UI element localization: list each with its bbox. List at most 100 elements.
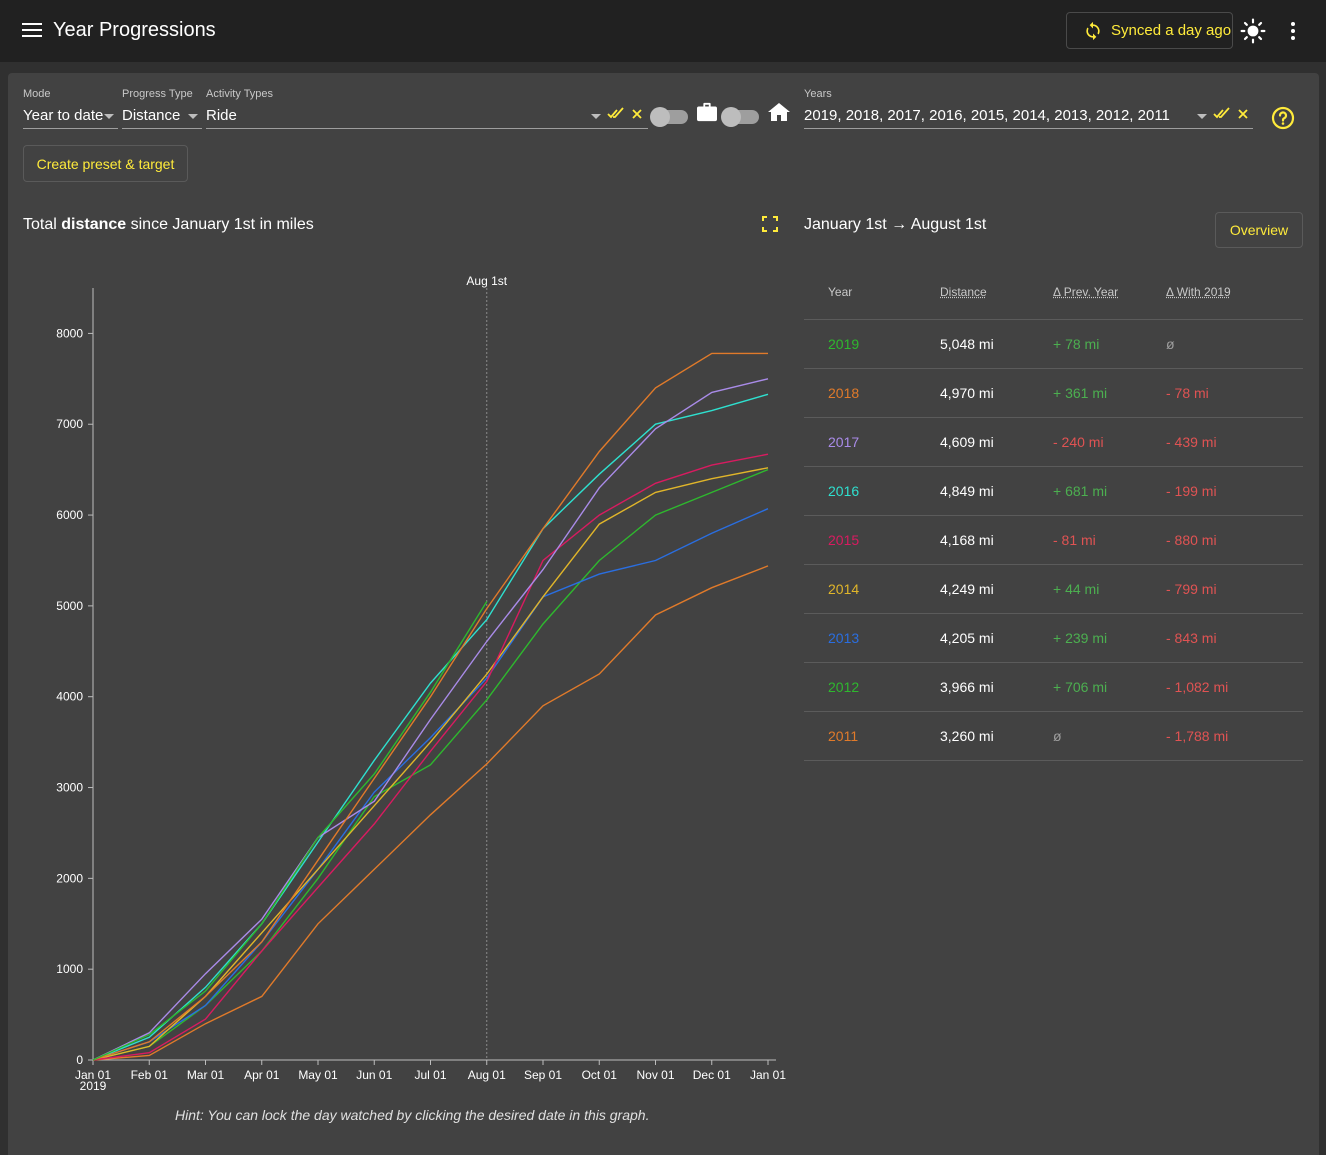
main-card [8, 73, 1319, 1155]
y-tick-label: 0 [76, 1053, 83, 1067]
with-2019-cell: - 78 mi [1166, 385, 1209, 401]
theme-toggle-icon[interactable] [1240, 18, 1266, 44]
series-line-2018 [92, 352, 768, 1061]
years-value: 2019, 2018, 2017, 2016, 2015, 2014, 2013… [804, 107, 1170, 124]
header-distance[interactable]: Distance [940, 285, 987, 299]
prev-year-cell: + 44 mi [1053, 581, 1100, 597]
mode-label: Mode [23, 88, 51, 100]
series-line-2013 [92, 508, 769, 1061]
chevron-down-icon [591, 114, 601, 119]
prev-year-cell: + 361 mi [1053, 385, 1108, 401]
distance-cell: 4,609 mi [940, 434, 994, 450]
distance-cell: 3,260 mi [940, 728, 994, 744]
table-row: 2019 5,048 mi + 78 mi ø [804, 320, 1303, 369]
x-tick-sublabel: 2019 [80, 1079, 107, 1093]
with-2019-cell: - 843 mi [1166, 630, 1217, 646]
x-tick-label: Jul 01 [414, 1068, 446, 1082]
clear-years-icon[interactable] [1237, 108, 1249, 120]
select-all-icon[interactable] [607, 107, 625, 121]
y-tick-label: 6000 [56, 508, 83, 522]
briefcase-icon [697, 102, 717, 122]
more-vert-icon[interactable] [1288, 20, 1298, 42]
prev-year-cell: - 81 mi [1053, 532, 1096, 548]
table-row: 2016 4,849 mi + 681 mi - 199 mi [804, 467, 1303, 516]
years-label: Years [804, 88, 832, 100]
table-header-row: Year Distance Δ Prev. Year Δ With 2019 [804, 270, 1303, 320]
y-tick-label: 2000 [56, 871, 83, 885]
range-title: January 1st → August 1st [804, 216, 987, 233]
year-cell: 2018 [828, 385, 860, 401]
overview-button[interactable]: Overview [1215, 212, 1303, 248]
chevron-down-icon [188, 114, 198, 119]
select-all-years-icon[interactable] [1213, 107, 1231, 121]
prev-year-cell: + 78 mi [1053, 336, 1100, 352]
marker-label: Aug 1st [466, 274, 507, 288]
progression-chart[interactable]: 0 1000 2000 3000 4000 5000 6000 7000 8000 Jan 01 F… [40, 270, 800, 1100]
header-with-2019[interactable]: Δ With 2019 [1166, 285, 1231, 299]
mode-value: Year to date [23, 107, 104, 124]
prev-year-cell: + 239 mi [1053, 630, 1108, 646]
distance-cell: 4,849 mi [940, 483, 994, 499]
prev-year-cell: + 681 mi [1053, 483, 1108, 499]
header-prev-year[interactable]: Δ Prev. Year [1053, 285, 1119, 299]
x-tick-label: Dec 01 [693, 1068, 731, 1082]
help-icon[interactable] [1271, 106, 1295, 130]
table-row: 2015 4,168 mi - 81 mi - 880 mi [804, 516, 1303, 565]
series-line-2017 [92, 378, 769, 1061]
with-2019-cell: - 880 mi [1166, 532, 1217, 548]
page-title: Year Progressions [53, 19, 216, 41]
chevron-down-icon [1197, 114, 1207, 119]
table-row: 2012 3,966 mi + 706 mi - 1,082 mi [804, 663, 1303, 712]
x-tick-label: Jun 01 [356, 1068, 392, 1082]
x-tick-label: Aug 01 [468, 1068, 506, 1082]
create-preset-button[interactable]: Create preset & target [23, 145, 188, 182]
fullscreen-icon[interactable] [762, 216, 778, 232]
x-tick-label: Jan 01 [750, 1068, 786, 1082]
x-tick-label: Oct 01 [582, 1068, 618, 1082]
progress-type-label: Progress Type [122, 88, 193, 100]
x-tick-label: Jan 01 [75, 1068, 111, 1082]
y-tick-label: 3000 [56, 781, 83, 795]
y-tick-label: 8000 [56, 326, 83, 340]
distance-cell: 4,168 mi [940, 532, 994, 548]
stats-table: Year Distance Δ Prev. Year Δ With 2019 2… [804, 270, 1303, 761]
y-tick-label: 4000 [56, 690, 83, 704]
distance-cell: 4,205 mi [940, 630, 994, 646]
year-cell: 2013 [828, 630, 860, 646]
distance-cell: 4,249 mi [940, 581, 994, 597]
x-tick-label: Nov 01 [636, 1068, 674, 1082]
year-cell: 2016 [828, 483, 860, 499]
with-2019-cell: - 199 mi [1166, 483, 1217, 499]
table-row: 2017 4,609 mi - 240 mi - 439 mi [804, 418, 1303, 467]
with-2019-cell: - 439 mi [1166, 434, 1217, 450]
x-tick-label: May 01 [298, 1068, 338, 1082]
clear-icon[interactable] [631, 108, 643, 120]
app-bar: Year Progressions Synced a day ago [0, 0, 1326, 62]
sync-label: Synced a day ago [1111, 22, 1232, 39]
with-2019-cell: - 1,082 mi [1166, 679, 1229, 695]
chart-title: Total distance since January 1st in mile… [23, 216, 314, 233]
sync-icon [1086, 21, 1100, 40]
home-trainer-toggle[interactable] [721, 107, 759, 127]
table-row: 2011 3,260 mi ø - 1,788 mi [804, 712, 1303, 761]
year-cell: 2015 [828, 532, 860, 548]
home-icon [768, 103, 790, 121]
with-2019-cell: - 799 mi [1166, 581, 1217, 597]
distance-cell: 5,048 mi [940, 336, 994, 352]
prev-year-cell: ø [1053, 728, 1062, 744]
distance-cell: 3,966 mi [940, 679, 994, 695]
year-cell: 2011 [828, 728, 859, 744]
menu-icon[interactable] [22, 22, 42, 38]
hint-text: Hint: You can lock the day watched by cl… [175, 1107, 650, 1123]
year-cell: 2014 [828, 581, 860, 597]
y-tick-label: 7000 [56, 417, 83, 431]
sync-button[interactable]: Synced a day ago [1066, 12, 1233, 49]
distance-cell: 4,970 mi [940, 385, 994, 401]
year-cell: 2019 [828, 336, 860, 352]
prev-year-cell: - 240 mi [1053, 434, 1104, 450]
header-year[interactable]: Year [828, 285, 853, 299]
year-cell: 2012 [828, 679, 860, 695]
series-line-2019 [92, 601, 488, 1061]
commute-toggle[interactable] [650, 107, 688, 127]
activity-types-value: Ride [206, 107, 237, 124]
